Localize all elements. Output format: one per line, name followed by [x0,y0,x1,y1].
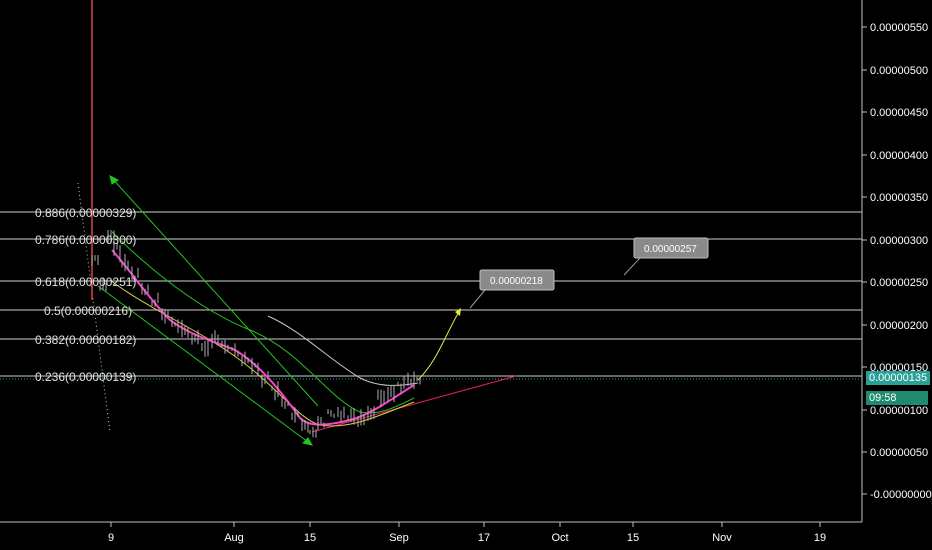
ma-fast [111,249,415,426]
fib-label-0618: 0.618(0.00000251) [35,275,136,289]
fib-label-0886: 0.886(0.00000329) [35,206,136,220]
projection-path[interactable] [417,308,461,381]
price-tick-label: 0.00000050 [870,447,928,459]
fib-labels: 0.886(0.00000329) 0.786(0.00000300) 0.61… [35,206,136,384]
fib-levels [0,211,862,377]
time-tick-label: Nov [712,532,732,544]
price-tick-label: 0.00000200 [870,320,928,332]
price-tick-label: 0.00000450 [870,107,928,119]
projection-arrow-icon [455,308,461,316]
time-tick-label: Oct [551,532,568,544]
price-tick-label: -0.00000000 [870,489,932,501]
price-tick-label: 0.00000350 [870,192,928,204]
channel-arrow-bottom-icon [302,437,313,446]
fib-label-05: 0.5(0.00000216) [44,304,132,318]
time-tick-label: 15 [627,532,639,544]
fib-label-0236: 0.236(0.00000139) [35,370,136,384]
callout-target-1-text: 0.00000218 [490,276,543,287]
time-tick-label: 9 [108,532,114,544]
candlesticks [91,230,421,438]
time-axis[interactable]: 9 Aug 15 Sep 17 Oct 15 Nov 19 [0,521,862,544]
time-tick-label: Aug [224,532,244,544]
price-tick-label: 0.00000550 [870,22,928,34]
current-price-badge: 0.00000135 [866,371,931,385]
descending-channel[interactable] [97,175,319,446]
fib-label-0786: 0.786(0.00000300) [35,233,136,247]
time-tick-label: 17 [478,532,490,544]
support-trendline[interactable] [311,375,517,433]
fib-label-0382: 0.382(0.00000182) [35,333,136,347]
countdown-badge: 09:58 [866,391,928,405]
callout-target-2[interactable]: 0.00000257 [623,237,709,276]
callout-target-1[interactable]: 0.00000218 [469,269,555,309]
callout-target-2-text: 0.00000257 [644,244,697,255]
ma-mid [109,229,415,414]
ma-yellow [109,279,415,427]
price-axis[interactable]: 0.00000550 0.00000500 0.00000450 0.00000400… [861,0,932,522]
time-tick-label: Sep [389,532,409,544]
price-tick-label: 0.00000500 [870,65,928,77]
price-tick-label: 0.00000100 [870,405,928,417]
channel-arrow-top-icon [109,175,119,185]
time-tick-label: 15 [304,532,316,544]
price-tick-label: 0.00000250 [870,277,928,289]
price-tick-label: 0.00000300 [870,235,928,247]
time-tick-label: 19 [814,532,826,544]
price-tick-label: 0.00000400 [870,150,928,162]
